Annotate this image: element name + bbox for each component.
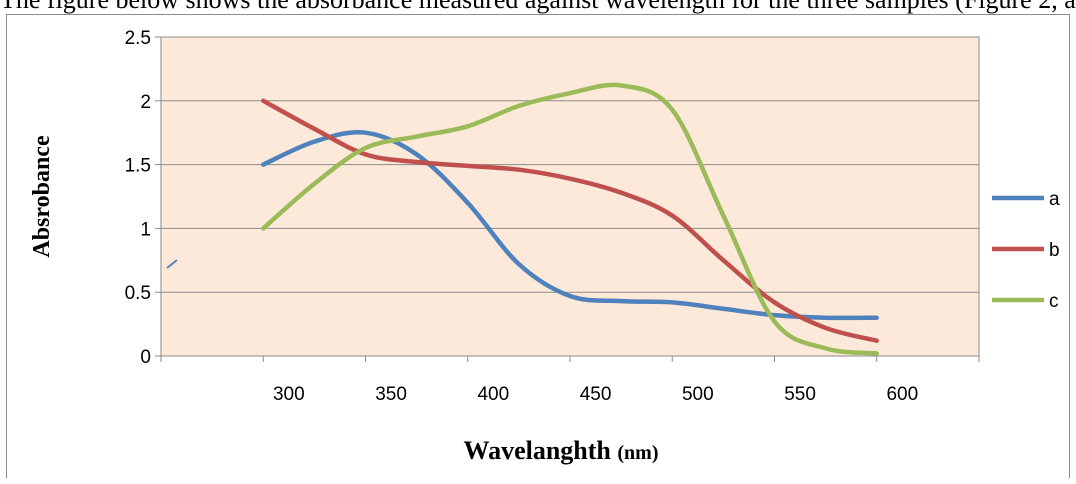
y-tick-label: 0.5	[125, 283, 151, 304]
series-line-a	[261, 130, 879, 321]
stray-mark	[166, 259, 178, 269]
y-tick-label: 0	[140, 347, 151, 368]
x-tick-label: 550	[784, 384, 816, 405]
x-tick-label: 500	[682, 384, 714, 405]
y-tick-label: 2.5	[125, 28, 151, 49]
chart-frame: 0 0.5 1 1.5 2 2.5 300 350 400 450 500 550 600 a b c Absr…	[6, 14, 1070, 478]
x-tick-label: 450	[580, 384, 612, 405]
legend-label-b: b	[1049, 240, 1060, 261]
plot-area	[160, 36, 980, 357]
legend-label-a: a	[1049, 189, 1060, 210]
x-tick-label: 350	[375, 384, 407, 405]
y-tick-label: 1.5	[125, 156, 151, 177]
absorbance-chart: 0 0.5 1 1.5 2 2.5 300 350 400 450 500 550 600 a b c Absr…	[29, 28, 1060, 465]
y-tick-label: 2	[140, 92, 151, 113]
x-tick-label: 300	[273, 384, 305, 405]
y-axis-label: Absrobance	[29, 135, 55, 258]
figure-caption: The figure below shows the absorbance me…	[0, 0, 1076, 15]
legend-label-c: c	[1049, 291, 1059, 312]
x-tick-label: 400	[477, 384, 509, 405]
x-axis-label: Wavelanghth (nm)	[464, 436, 659, 465]
series-line-c	[261, 82, 879, 356]
y-tick-label: 1	[140, 219, 151, 240]
x-tick-label: 600	[886, 384, 918, 405]
series-line-b	[261, 98, 879, 343]
